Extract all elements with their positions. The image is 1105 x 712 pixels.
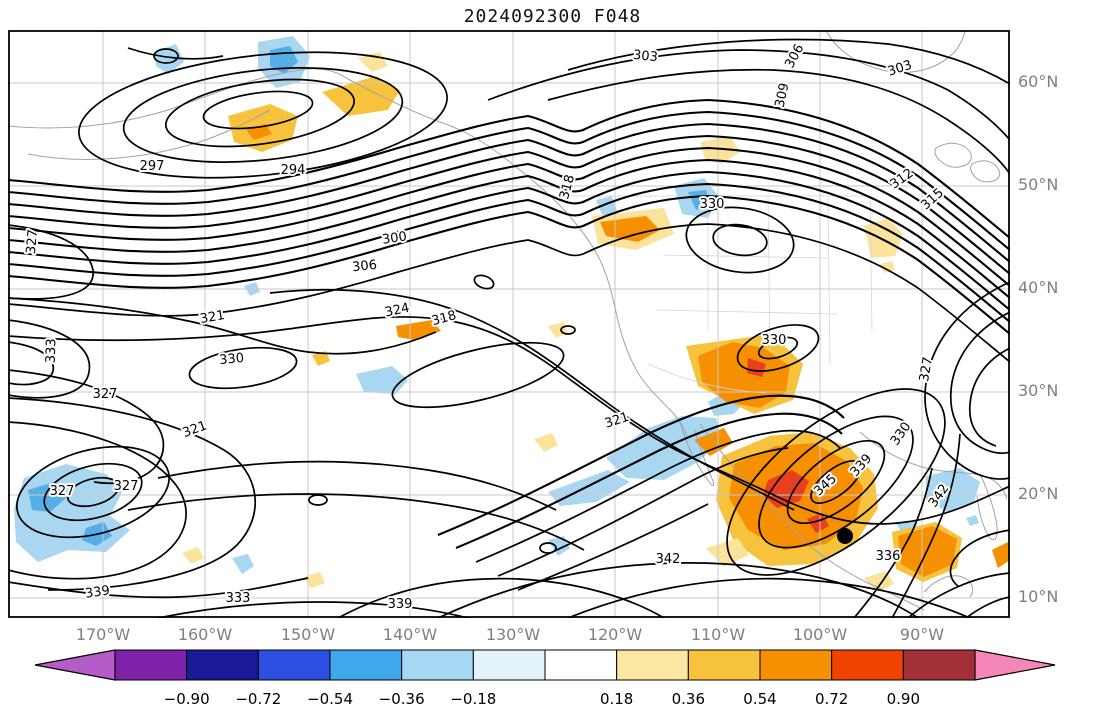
contour-jet-band [8, 98, 1010, 363]
figure-title: 2024092300 F048 [463, 6, 642, 27]
contour-label: 327 [50, 484, 75, 499]
contour-label: 318 [557, 173, 578, 201]
contour-label: 330 [888, 420, 915, 449]
colorbar-tick-label: 0.36 [672, 690, 705, 708]
colorbar-segment [616, 649, 689, 681]
y-tick-label: 30°N [1018, 381, 1059, 400]
contour-label: 321 [199, 308, 226, 327]
colorbar-segment [329, 649, 403, 681]
colorbar: −0.90 −0.72 −0.54 −0.36 −0.18 0.18 0.36 0.54 0.7… [34, 649, 1056, 708]
colorbar-tick-label: −0.72 [235, 690, 281, 708]
x-tick-label: 150°W [280, 625, 336, 644]
colorbar-tick-label: −0.90 [164, 690, 210, 708]
colorbar-segment [759, 649, 833, 681]
coastlines [8, 30, 1008, 611]
y-tick-label: 20°N [1018, 484, 1059, 503]
contour-label: 330 [762, 333, 787, 348]
colorbar-segment [544, 649, 618, 681]
colorbar-left-arrow [34, 649, 116, 681]
colorbar-segments [34, 649, 1056, 681]
contour-label: 309 [773, 82, 793, 109]
contour-label: 333 [226, 591, 251, 606]
colorbar-tick-labels: −0.90 −0.72 −0.54 −0.36 −0.18 0.18 0.36 0.54 0.7… [164, 690, 920, 708]
contour-label: 303 [632, 48, 658, 66]
contour-label: 333 [44, 338, 60, 363]
x-tick-label: 170°W [75, 625, 131, 644]
contour-label: 324 [384, 301, 411, 321]
colorbar-segment [902, 649, 976, 681]
x-tick-label: 130°W [485, 625, 541, 644]
contour-label: 327 [24, 229, 41, 255]
x-tick-label: 110°W [690, 625, 746, 644]
contour-label: 306 [782, 42, 807, 71]
colorbar-segment [257, 649, 331, 681]
contour-label: 336 [876, 549, 901, 564]
contour-label: 318 [430, 308, 458, 329]
contour-line [8, 194, 1010, 335]
colorbar-tick-label: −0.18 [450, 690, 496, 708]
contour-label: 294 [281, 163, 306, 178]
colorbar-segment [831, 649, 904, 681]
contour-label: 312 [888, 166, 917, 193]
colorbar-tick-label: 0.72 [815, 690, 848, 708]
contour-lines [8, 38, 1010, 618]
contour-label: 300 [381, 229, 408, 247]
contour-label: 303 [886, 58, 914, 80]
contour-line [8, 170, 1010, 311]
contour-line [8, 223, 1010, 363]
contour-line [8, 158, 1010, 299]
colorbar-tick-label: −0.54 [307, 690, 353, 708]
contour-line [8, 122, 1010, 263]
x-tick-label: 160°W [177, 625, 233, 644]
contour-label: 327 [917, 356, 936, 383]
contour-line [8, 134, 1010, 275]
colorbar-tick-label: 0.54 [743, 690, 776, 708]
colorbar-segment [472, 649, 546, 681]
y-tick-label: 40°N [1018, 278, 1059, 297]
contour-label: 327 [114, 479, 139, 494]
point-marker [837, 528, 853, 544]
contour-label: 297 [140, 159, 165, 174]
contour-label: 339 [84, 583, 111, 601]
map-frame [8, 30, 1010, 618]
colorbar-tick-label: −0.36 [379, 690, 425, 708]
contour-label: 330 [219, 351, 245, 368]
contour-label: 339 [388, 597, 413, 612]
contour-label: 327 [93, 387, 118, 402]
colorbar-right-arrow [974, 649, 1056, 681]
contour-line [8, 146, 1010, 287]
x-tick-label: 140°W [382, 625, 438, 644]
x-tick-label: 120°W [587, 625, 643, 644]
contour-line [8, 182, 1010, 323]
colorbar-segment [401, 649, 474, 681]
x-tick-label: 100°W [792, 625, 848, 644]
colorbar-segment [186, 649, 259, 681]
contour-label: 330 [700, 197, 725, 212]
contour-line [8, 98, 1010, 239]
colorbar-segment [114, 649, 188, 681]
y-tick-label: 50°N [1018, 175, 1059, 194]
colorbar-tick-label: 0.18 [600, 690, 633, 708]
y-tick-label: 60°N [1018, 72, 1059, 91]
colorbar-tick-label: 0.90 [887, 690, 920, 708]
contour-label: 306 [352, 258, 378, 276]
contour-label: 315 [918, 186, 946, 214]
y-tick-label: 10°N [1018, 587, 1059, 606]
x-tick-label: 90°W [899, 625, 945, 644]
contour-label: 342 [656, 552, 681, 567]
contour-line [8, 110, 1010, 251]
colorbar-segment [687, 649, 761, 681]
contour-label: 321 [603, 410, 631, 432]
